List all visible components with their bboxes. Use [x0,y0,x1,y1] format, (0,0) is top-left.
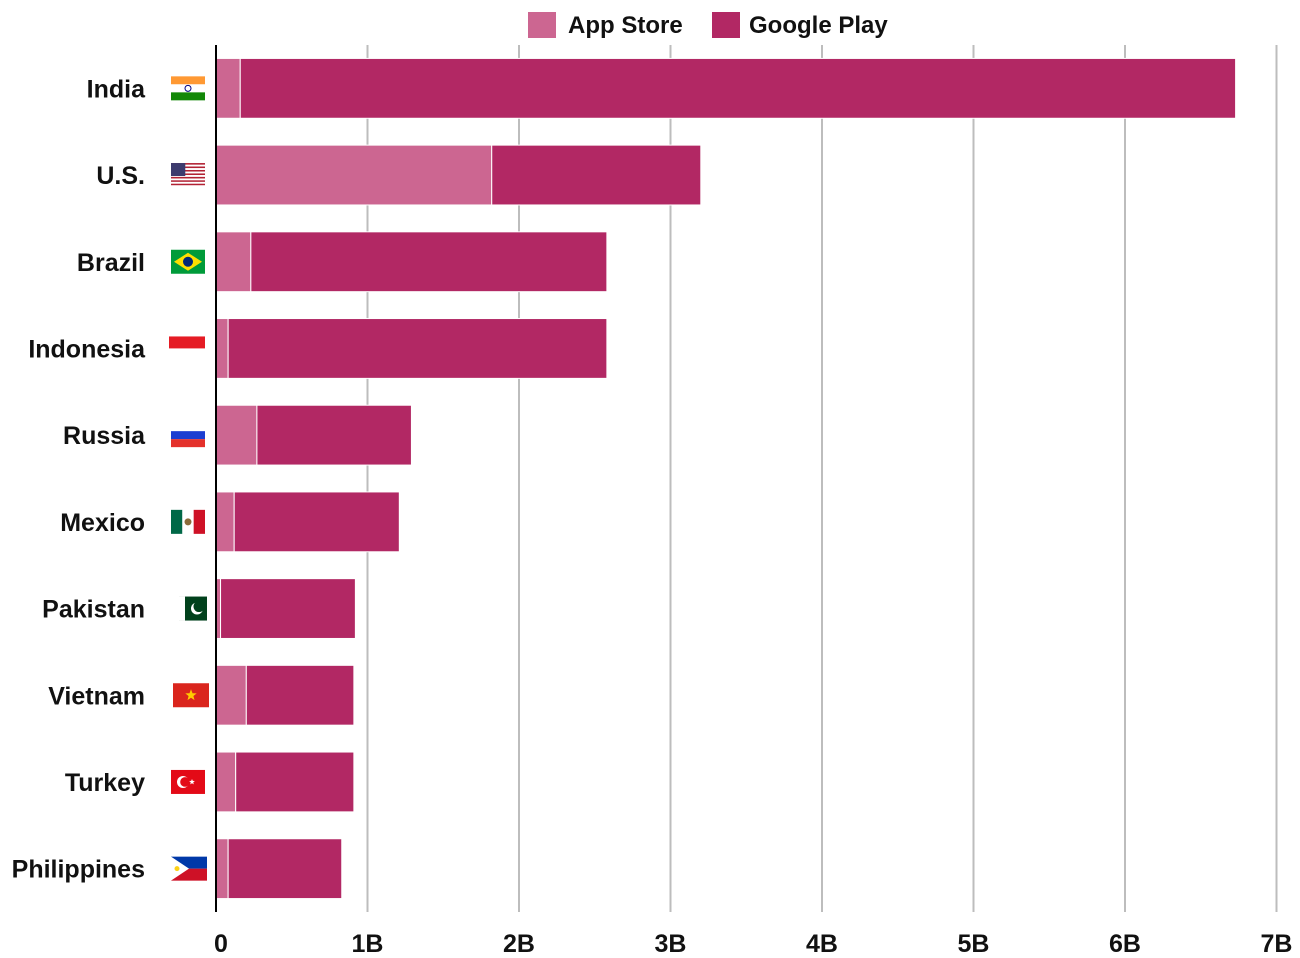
x-tick-label: 3B [655,930,687,958]
russia-flag-icon [171,423,205,448]
bar-google-play-philippines [227,838,343,900]
bar-app-store-india [215,57,241,119]
pakistan-flag-icon [179,596,207,621]
bar-google-play-vietnam [245,664,355,726]
bar-google-play-indonesia [227,318,608,379]
philippines-flag-icon [171,856,207,881]
y-tick-label: Turkey [65,769,145,797]
x-tick-label: 4B [806,930,838,958]
legend-swatch-app-store [528,12,556,38]
india-flag-icon [171,76,205,101]
legend-label-app-store: App Store [568,12,683,39]
y-tick-label: Mexico [60,509,145,537]
brazil-flag-icon [171,249,205,274]
legend-swatch-google-play [712,12,740,38]
bars [215,57,1237,900]
us-flag-icon [171,163,205,188]
x-tick-label: 1B [352,930,384,958]
bar-app-store-brazil [215,231,252,293]
bar-app-store-indonesia [215,318,229,379]
y-tick-label: Pakistan [42,596,145,624]
bar-app-store-mexico [215,491,235,553]
bar-app-store-russia [215,404,258,466]
y-axis-labels: India U.S. Brazil Indonesia Russia Mexico Paki… [12,75,146,883]
bar-app-store-turkey [215,751,237,813]
indonesia-flag-icon [169,336,205,361]
mexico-flag-icon [171,509,205,534]
bar-google-play-russia [256,404,412,466]
x-axis-labels: 0 1B 2B 3B 4B 5B 6B 7B [214,930,1292,958]
y-tick-label: India [87,75,146,103]
y-tick-label: Indonesia [28,335,146,363]
x-tick-label: 6B [1109,930,1141,958]
y-tick-label: Philippines [12,856,145,884]
turkey-flag-icon [171,769,205,794]
country-flags [169,76,209,881]
y-tick-label: Russia [63,422,146,450]
bar-google-play-pakistan [220,578,356,639]
legend: App Store Google Play [528,12,888,39]
x-tick-label: 2B [503,930,535,958]
y-tick-label: Vietnam [48,682,145,710]
bar-google-play-turkey [235,751,355,813]
x-tick-label: 0 [214,930,228,958]
y-tick-label: Brazil [77,249,145,277]
vietnam-flag-icon [173,683,209,708]
bar-google-play-india [239,57,1237,119]
bar-app-store-vietnam [215,664,247,726]
bar-app-store-u-s [215,144,493,206]
bar-app-store-philippines [215,838,229,900]
x-tick-label: 5B [958,930,990,958]
y-tick-label: U.S. [96,162,145,190]
bar-google-play-brazil [250,231,608,293]
x-tick-label: 7B [1261,930,1293,958]
legend-label-google-play: Google Play [749,12,888,39]
bar-google-play-u-s [491,144,702,206]
bar-google-play-mexico [233,491,400,553]
